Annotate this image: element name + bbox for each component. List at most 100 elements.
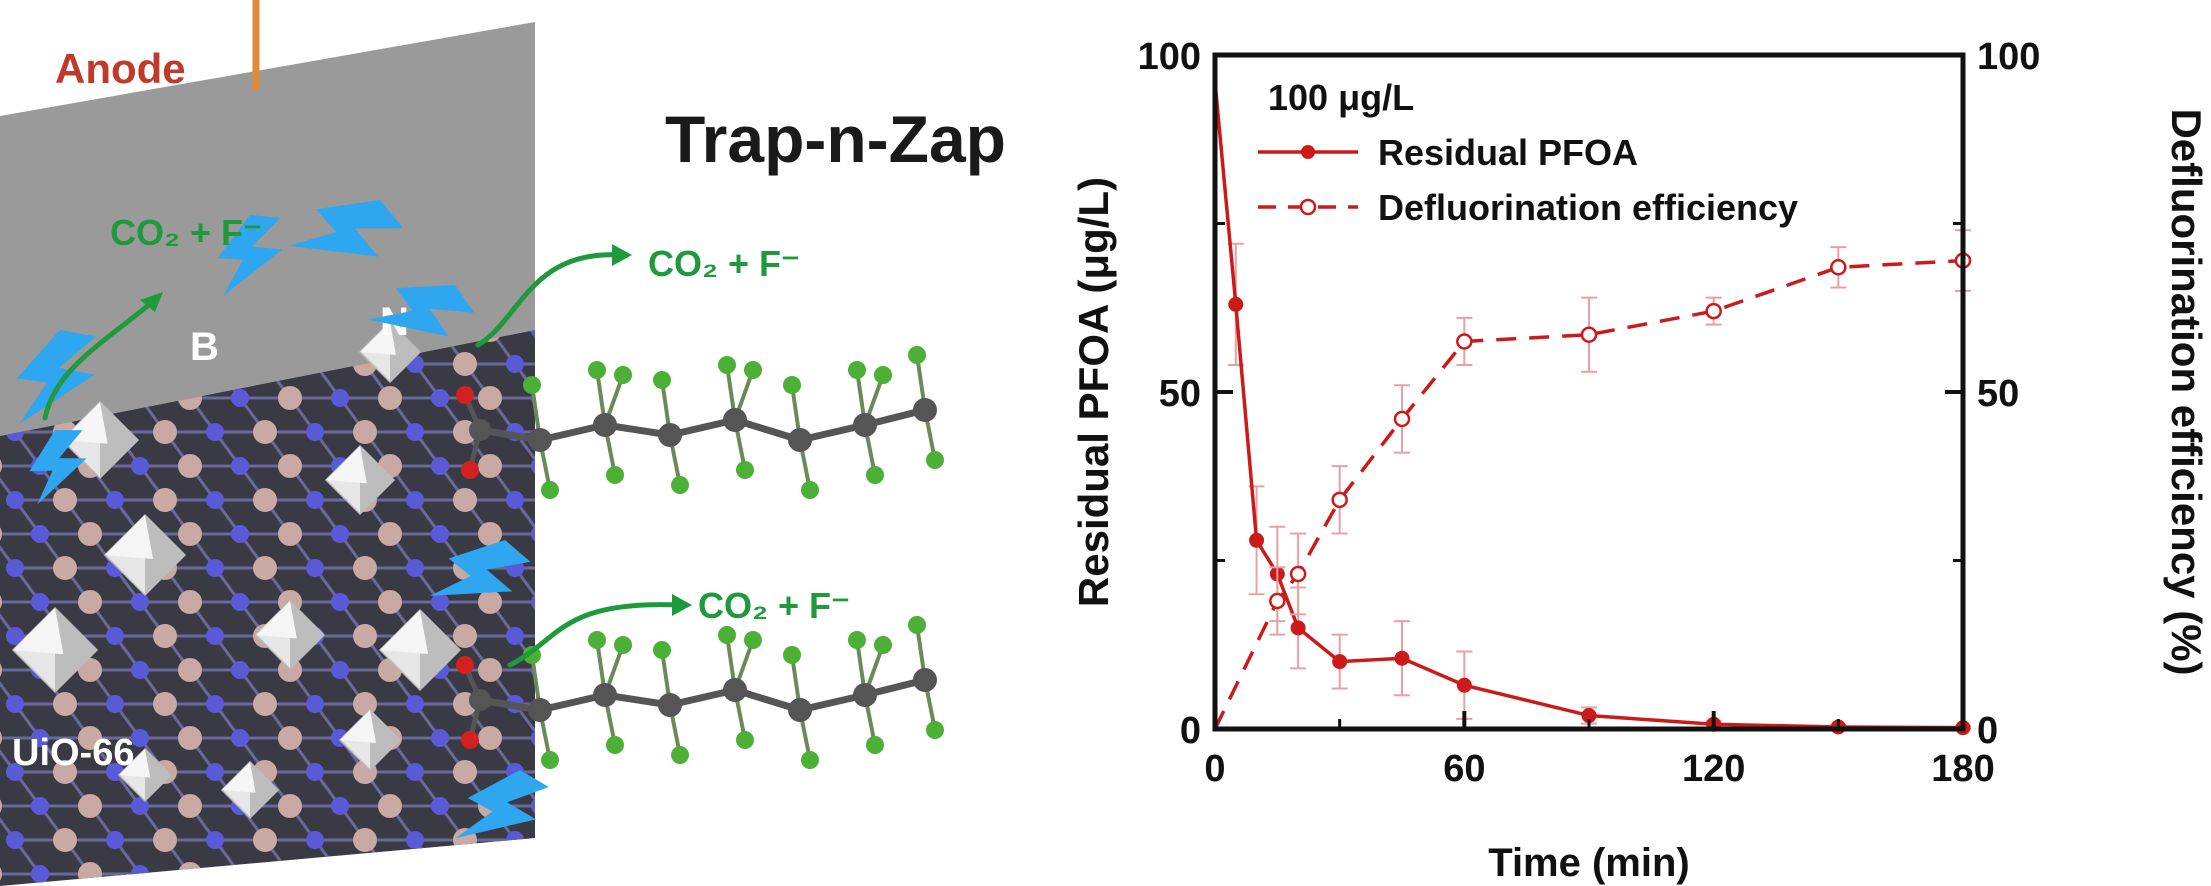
legend-label-residual: Residual PFOA xyxy=(1378,132,1638,173)
nitrogen-atom xyxy=(6,831,24,849)
lattice-bond xyxy=(388,873,417,886)
lattice-bond xyxy=(565,772,590,806)
fluorine-atom xyxy=(783,646,801,664)
nitrogen-atom xyxy=(406,491,424,509)
boron-atom xyxy=(78,726,102,750)
fluorine-atom xyxy=(671,746,689,764)
nitrogen-atom xyxy=(31,729,49,747)
fluorine-atom xyxy=(874,366,892,384)
fluorine-atom xyxy=(926,721,944,739)
mof-label: UiO-66 xyxy=(12,732,134,774)
carbon-atom xyxy=(469,689,491,711)
boron-atom xyxy=(153,828,177,852)
boron-atom xyxy=(178,454,202,478)
lattice-bond xyxy=(565,364,590,398)
carbon-atom xyxy=(913,668,937,692)
fluorine-atom xyxy=(606,466,624,484)
fluorine-atom xyxy=(606,736,624,754)
boron-atom xyxy=(178,522,202,546)
data-point xyxy=(1269,592,1286,610)
carbon-atom xyxy=(788,698,812,722)
boron-atom xyxy=(278,862,302,886)
series-line xyxy=(1213,81,1964,730)
nitrogen-atom xyxy=(106,491,124,509)
nitrogen-atom xyxy=(6,763,24,781)
boron-atom xyxy=(378,794,402,818)
carbon-atom xyxy=(658,693,682,717)
legend-marker-residual xyxy=(1301,145,1315,159)
mof-cluster xyxy=(254,599,326,671)
nitrogen-atom xyxy=(431,865,449,883)
nitrogen-atom xyxy=(6,491,24,509)
boron-atom xyxy=(53,692,77,716)
nitrogen-atom xyxy=(131,729,149,747)
boron-atom xyxy=(553,556,577,580)
legend-marker-defluorination xyxy=(1299,198,1317,216)
lattice-bond xyxy=(238,873,267,886)
element-b-label: B xyxy=(190,325,219,369)
x-tick-label: 120 xyxy=(1682,748,1745,790)
nitrogen-atom xyxy=(531,797,535,815)
carbon-atom xyxy=(788,428,812,452)
product-arrows xyxy=(42,252,683,668)
boron-atom xyxy=(453,624,477,648)
fluorine-atom xyxy=(783,376,801,394)
nitrogen-atom xyxy=(331,593,349,611)
x-tick-label: 60 xyxy=(1443,748,1485,790)
boron-atom xyxy=(278,522,302,546)
nitrogen-atom xyxy=(406,423,424,441)
nitrogen-atom xyxy=(106,695,124,713)
nitrogen-atom xyxy=(331,797,349,815)
annotation-label: 100 μg/L xyxy=(1268,77,1414,118)
carbon-atom xyxy=(723,678,747,702)
nitrogen-atom xyxy=(431,593,449,611)
fluorine-atom xyxy=(848,361,866,379)
lattice-bond xyxy=(540,874,565,886)
boron-atom xyxy=(153,488,177,512)
anode-label: Anode xyxy=(55,45,186,92)
fluorine-atom xyxy=(848,631,866,649)
boron-atom xyxy=(153,692,177,716)
boron-atom xyxy=(278,454,302,478)
data-point xyxy=(1394,650,1410,666)
nitrogen-atom xyxy=(206,763,224,781)
lattice-bond xyxy=(540,330,565,364)
carbon-atom xyxy=(913,398,937,422)
nitrogen-atom xyxy=(331,389,349,407)
lattice-bond xyxy=(338,873,367,886)
y-axis-label-right: Defluorination efficiency (%) xyxy=(2163,108,2210,675)
data-point xyxy=(1331,491,1348,509)
lattice-bond xyxy=(540,534,565,568)
nitrogen-atom xyxy=(506,355,524,373)
nitrogen-atom xyxy=(506,831,524,849)
nitrogen-atom xyxy=(531,525,535,543)
mof-cluster xyxy=(103,513,187,597)
lightning-icon xyxy=(429,540,531,596)
mof-cluster xyxy=(324,444,396,516)
fluorine-atom xyxy=(801,751,819,769)
mof-cluster xyxy=(358,320,422,384)
boron-atom xyxy=(53,828,77,852)
x-tick-label: 180 xyxy=(1931,748,1994,790)
nitrogen-atom xyxy=(231,661,249,679)
data-point xyxy=(1393,410,1411,428)
fluorine-atom xyxy=(523,376,541,394)
data-point xyxy=(1705,302,1722,320)
fluorine-atom xyxy=(653,641,671,659)
boron-atom xyxy=(478,658,502,682)
lightning-icon xyxy=(367,285,474,337)
fluorine-atom xyxy=(744,361,762,379)
series-residual-pfoa xyxy=(1213,81,1971,736)
nitrogen-atom xyxy=(431,457,449,475)
nitrogen-atom xyxy=(206,423,224,441)
nitrogen-atom xyxy=(306,423,324,441)
series-line xyxy=(1213,258,1964,730)
pfoa-molecule xyxy=(456,616,944,769)
fluorine-atom xyxy=(866,466,884,484)
nitrogen-atom xyxy=(31,525,49,543)
carbon-atom xyxy=(593,683,617,707)
lattice-bond xyxy=(513,839,535,875)
boron-atom xyxy=(178,726,202,750)
data-point xyxy=(1830,259,1847,276)
